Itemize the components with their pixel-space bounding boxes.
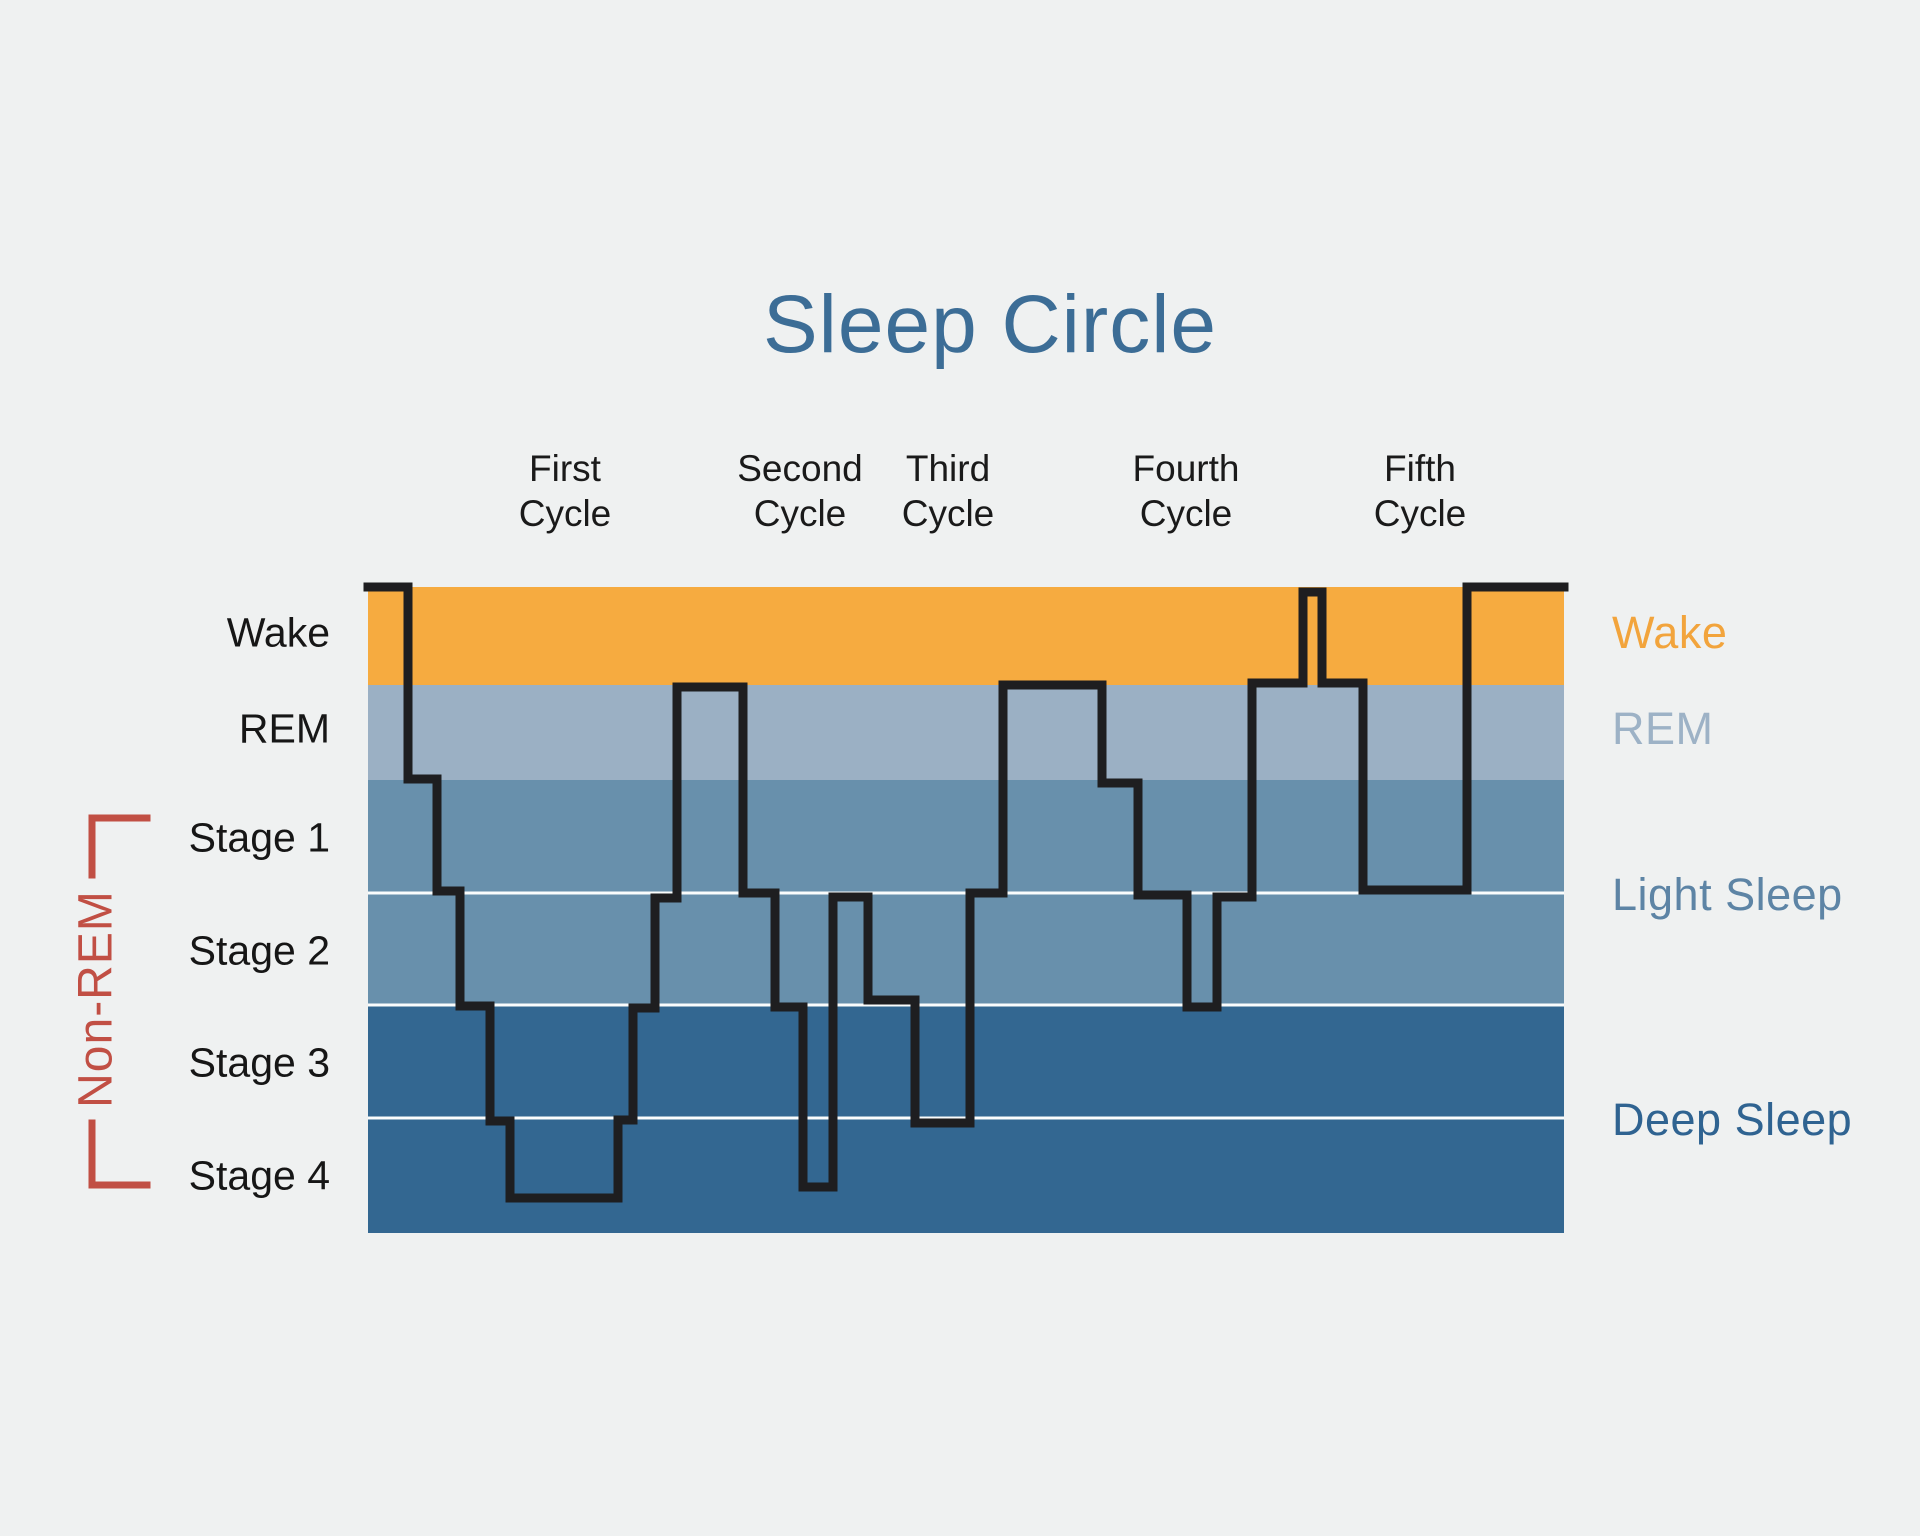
axis-label-wake: Wake <box>226 609 330 656</box>
band-stage-1 <box>368 780 1564 893</box>
legend-label-rem: REM <box>1612 703 1714 754</box>
legend-label-wake: Wake <box>1612 607 1728 658</box>
band-rem <box>368 685 1564 780</box>
cycle-label: Second Cycle <box>737 448 863 534</box>
axis-label-rem: REM <box>238 705 330 752</box>
chart-title: Sleep Circle <box>762 279 1218 370</box>
axis-label-stage-4: Stage 4 <box>188 1152 330 1199</box>
band-stage-4 <box>368 1118 1564 1233</box>
legend-label-light-sleep: Light Sleep <box>1612 869 1843 920</box>
sleep-stage-step-line <box>363 582 1569 1203</box>
axis-label-stage-3: Stage 3 <box>188 1039 330 1086</box>
band-wake <box>368 587 1564 685</box>
legend-label-deep-sleep: Deep Sleep <box>1612 1094 1853 1145</box>
non-rem-bracket <box>88 814 151 1189</box>
cycle-label: Fourth Cycle <box>1132 448 1240 534</box>
cycle-label: First Cycle <box>518 448 612 534</box>
non-rem-bracket-label: Non-REM <box>69 890 123 1108</box>
cycle-label: Fifth Cycle <box>1373 448 1467 534</box>
axis-label-stage-2: Stage 2 <box>188 927 330 974</box>
axis-label-stage-1: Stage 1 <box>188 814 330 861</box>
cycle-label: Third Cycle <box>901 448 995 534</box>
